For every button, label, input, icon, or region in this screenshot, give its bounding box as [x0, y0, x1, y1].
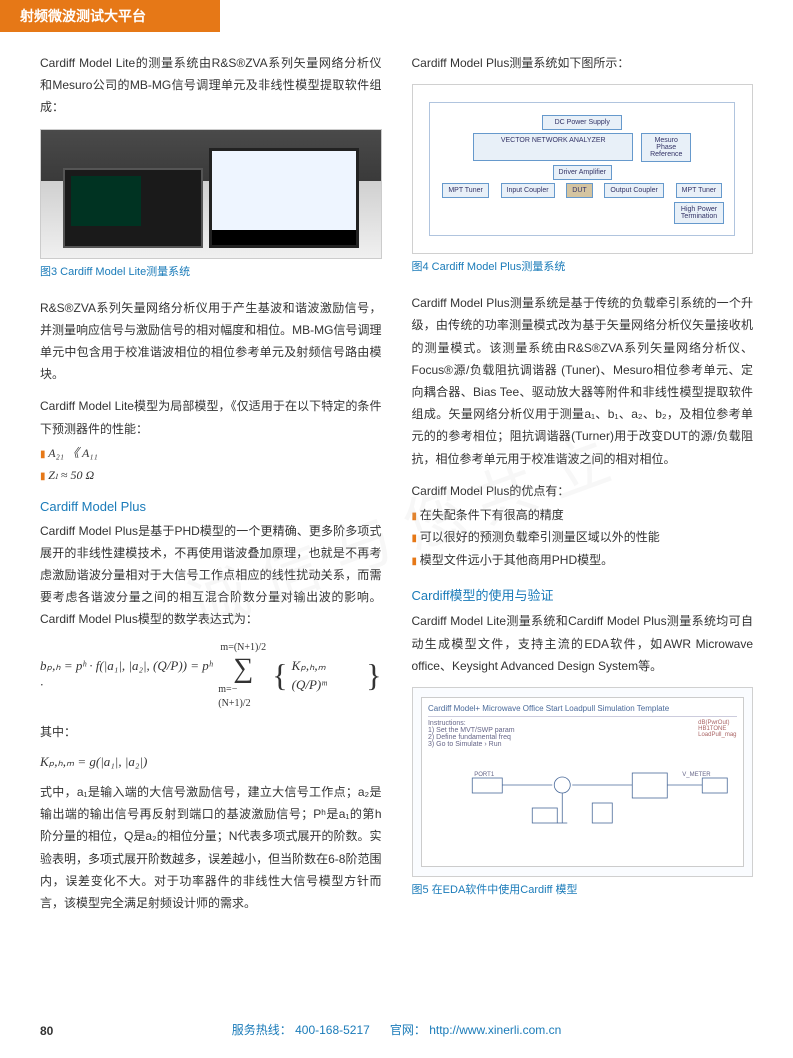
qizhong: 其中： — [40, 721, 382, 743]
website-url: http://www.xinerli.com.cn — [429, 1023, 561, 1037]
right-column: Cardiff Model Plus测量系统如下图所示： DC Power Su… — [412, 52, 754, 924]
right-para-3: Cardiff Model Plus的优点有： — [412, 480, 754, 502]
left-bullet-2: Zₗ ≈ 50 Ω — [40, 464, 382, 487]
right-para-1: Cardiff Model Plus测量系统如下图所示： — [412, 52, 754, 74]
left-para-2: R&S®ZVA系列矢量网络分析仪用于产生基波和谐波激励信号，并测量响应信号与激励… — [40, 297, 382, 386]
header-title: 射频微波测试大平台 — [20, 8, 146, 24]
page-footer: 服务热线： 400-168-5217 官网： http://www.xinerl… — [0, 1021, 793, 1038]
left-para-4: Cardiff Model Plus是基于PHD模型的一个更精确、更多阶多项式展… — [40, 520, 382, 631]
hotline-label: 服务热线： — [232, 1023, 292, 1037]
right-bullet-1: 在失配条件下有很高的精度 — [412, 504, 754, 527]
figure-5-image: Cardiff Model+ Microwave Office Start Lo… — [412, 687, 754, 877]
left-para-1: Cardiff Model Lite的测量系统由R&S®ZVA系列矢量网络分析仪… — [40, 52, 382, 119]
figure-3-image — [40, 129, 382, 259]
svg-text:PORT1: PORT1 — [474, 772, 495, 778]
figure-3-caption: 图3 Cardiff Model Lite测量系统 — [40, 263, 382, 279]
right-bullet-3: 模型文件远小于其他商用PHD模型。 — [412, 549, 754, 572]
figure-5-caption: 图5 在EDA软件中使用Cardiff 模型 — [412, 881, 754, 897]
formula-2: Kₚ,ₕ,ₘ = g(|a₁|, |a₂|) — [40, 753, 382, 771]
figure-4-caption: 图4 Cardiff Model Plus测量系统 — [412, 258, 754, 274]
right-para-4: Cardiff Model Lite测量系统和Cardiff Model Plu… — [412, 610, 754, 677]
left-column: Cardiff Model Lite的测量系统由R&S®ZVA系列矢量网络分析仪… — [40, 52, 382, 924]
section-title-verify: Cardiff模型的使用与验证 — [412, 585, 754, 604]
left-bullet-1: A₂₁ 《 A₁₁ — [40, 442, 382, 465]
right-bullet-2: 可以很好的预测负载牵引测量区域以外的性能 — [412, 526, 754, 549]
formula-main: bₚ,ₕ = pʰ · f(|a₁|, |a₂|, (Q/P)) = pʰ · … — [40, 641, 382, 711]
left-para-5: 式中，a₁是输入端的大信号激励信号，建立大信号工作点；a₂是输出端的输出信号再反… — [40, 781, 382, 914]
page-number: 80 — [40, 1024, 53, 1038]
section-title-cmp: Cardiff Model Plus — [40, 499, 382, 514]
figure-4-image: DC Power Supply VECTOR NETWORK ANALYZER … — [412, 84, 754, 254]
right-para-2: Cardiff Model Plus测量系统是基于传统的负载牵引系统的一个升级，… — [412, 292, 754, 470]
content-area: Cardiff Model Lite的测量系统由R&S®ZVA系列矢量网络分析仪… — [0, 32, 793, 924]
left-para-3: Cardiff Model Lite模型为局部模型，《仅适用于在以下特定的条件下… — [40, 395, 382, 439]
svg-text:V_METER: V_METER — [682, 772, 711, 778]
website-label: 官网： — [390, 1023, 426, 1037]
hotline-number: 400-168-5217 — [295, 1023, 370, 1037]
page-header: 射频微波测试大平台 — [0, 0, 220, 32]
